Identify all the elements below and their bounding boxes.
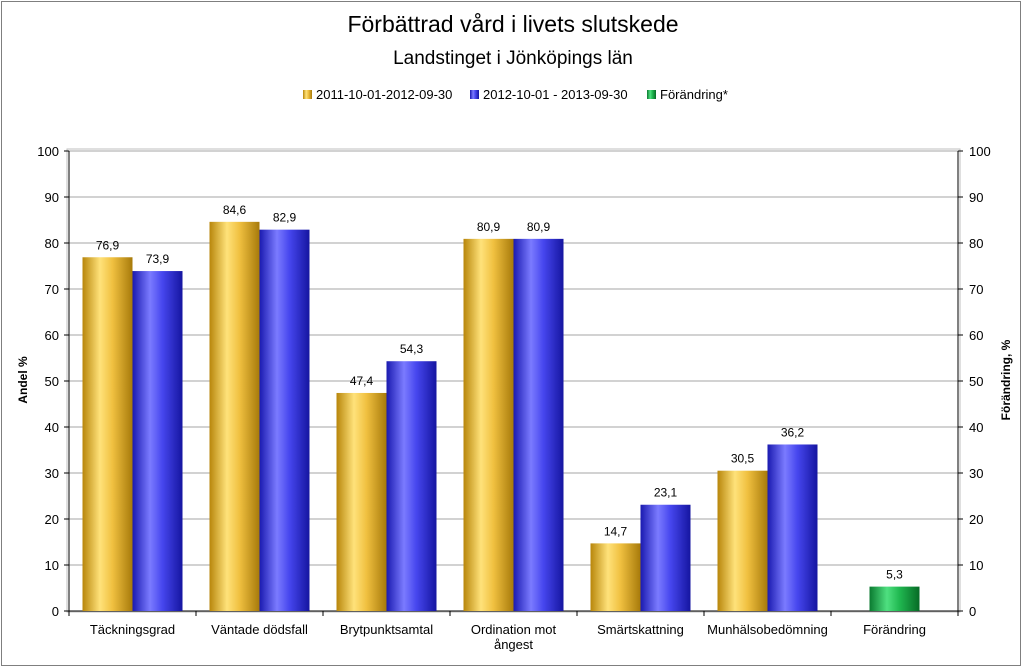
data-label: 47,4 bbox=[350, 374, 374, 388]
y2-axis-label: Förändring, % bbox=[999, 339, 1013, 420]
bar-series-2-1 bbox=[132, 271, 183, 611]
data-label: 36,2 bbox=[781, 425, 805, 439]
bar-series-2-2 bbox=[259, 229, 310, 611]
category-label: Förändring bbox=[863, 622, 926, 637]
y-tick-label: 80 bbox=[45, 236, 59, 251]
data-label: 84,6 bbox=[223, 203, 247, 217]
data-label: 14,7 bbox=[604, 524, 628, 538]
y2-tick-label: 0 bbox=[969, 604, 976, 619]
bar-series-1-6 bbox=[717, 470, 768, 611]
data-label: 76,9 bbox=[96, 238, 120, 252]
legend-swatch-series-2 bbox=[470, 90, 479, 99]
data-label: 80,9 bbox=[477, 220, 501, 234]
data-labels: 76,9 73,9 84,6 82,9 47,4 54,3 80,9 80,9 14,7 23,1… bbox=[96, 203, 903, 582]
data-label: 5,3 bbox=[886, 568, 903, 582]
data-label: 54,3 bbox=[400, 342, 424, 356]
chart-title: Förbättrad vård i livets slutskede bbox=[347, 11, 678, 37]
y2-tick-label: 20 bbox=[969, 512, 983, 527]
y-tick-label: 30 bbox=[45, 466, 59, 481]
bar-series-2-4 bbox=[513, 238, 564, 612]
y2-tick-label: 60 bbox=[969, 328, 983, 343]
category-label: Smärtskattning bbox=[597, 622, 684, 637]
category-label: ångest bbox=[494, 637, 533, 652]
y-tick-label: 50 bbox=[45, 374, 59, 389]
bar-series-2-6 bbox=[767, 444, 818, 611]
bar-series-3-7 bbox=[869, 586, 920, 611]
legend-label-series-2: 2012-10-01 - 2013-09-30 bbox=[483, 87, 628, 102]
data-label: 73,9 bbox=[146, 252, 170, 266]
category-labels: Täckningsgrad Väntade dödsfall Brytpunktsa… bbox=[90, 622, 926, 652]
legend-label-series-3: Förändring* bbox=[660, 87, 728, 102]
bar-series-1-4 bbox=[463, 238, 514, 612]
y2-tick-label: 40 bbox=[969, 420, 983, 435]
y-tick-label: 20 bbox=[45, 512, 59, 527]
y-tick-label: 100 bbox=[37, 144, 59, 159]
y2-tick-label: 50 bbox=[969, 374, 983, 389]
chart-subtitle: Landstinget i Jönköpings län bbox=[393, 48, 633, 69]
legend-swatch-series-1 bbox=[303, 90, 312, 99]
data-label: 23,1 bbox=[654, 486, 678, 500]
data-label: 82,9 bbox=[273, 211, 297, 225]
y2-tick-label: 90 bbox=[969, 190, 983, 205]
bar-series-1-5 bbox=[590, 543, 641, 611]
legend-swatch-series-3 bbox=[647, 90, 656, 99]
category-label: Munhälsobedömning bbox=[707, 622, 828, 637]
legend-label-series-1: 2011-10-01-2012-09-30 bbox=[316, 87, 452, 102]
y-axis-label: Andel % bbox=[16, 356, 30, 404]
bar-series-2-5 bbox=[640, 504, 691, 611]
category-label: Ordination mot bbox=[471, 622, 557, 637]
y-tick-label: 10 bbox=[45, 558, 59, 573]
data-label: 30,5 bbox=[731, 452, 755, 466]
y2-tick-label: 10 bbox=[969, 558, 983, 573]
bar-series-2-3 bbox=[386, 361, 437, 611]
data-label: 80,9 bbox=[527, 220, 551, 234]
category-label: Väntade dödsfall bbox=[211, 622, 308, 637]
y-tick-label: 60 bbox=[45, 328, 59, 343]
y-tick-label: 40 bbox=[45, 420, 59, 435]
bar-series-1-2 bbox=[209, 221, 260, 611]
y2-tick-label: 70 bbox=[969, 282, 983, 297]
y-tick-label: 90 bbox=[45, 190, 59, 205]
category-label: Täckningsgrad bbox=[90, 622, 175, 637]
y2-tick-label: 30 bbox=[969, 466, 983, 481]
y2-tick-label: 100 bbox=[969, 144, 991, 159]
y-tick-label: 0 bbox=[52, 604, 59, 619]
bar-series-1-3 bbox=[336, 392, 387, 611]
y-tick-label: 70 bbox=[45, 282, 59, 297]
bar-series-1-1 bbox=[82, 257, 133, 611]
y2-tick-label: 80 bbox=[969, 236, 983, 251]
tick-labels: 0 0 10 10 20 20 30 30 40 40 50 50 60 60 70 70 80 80 90 90 10… bbox=[37, 144, 990, 619]
legend: 2011-10-01-2012-09-30 2012-10-01 - 2013-… bbox=[303, 87, 728, 102]
bars bbox=[82, 221, 920, 612]
category-label: Brytpunktsamtal bbox=[340, 622, 433, 637]
